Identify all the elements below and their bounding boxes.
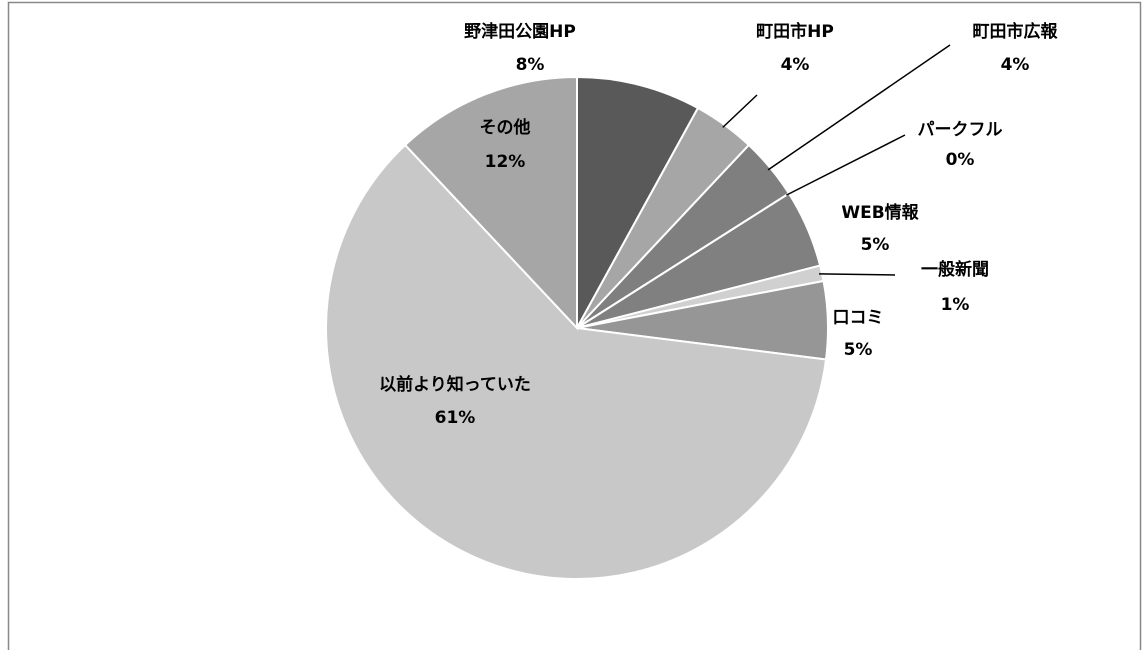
chart-frame [7,1,1142,650]
slice-value-label: 4% [781,55,810,75]
slice-value-label: 5% [844,340,873,360]
slice-label: パークフル [918,120,1003,140]
slice-label: その他 [480,117,531,138]
leader-line [722,94,758,128]
slice-label: WEB情報 [841,202,919,223]
slice-value-label: 5% [861,235,890,255]
slice-label: 町田市広報 [973,21,1059,42]
pie-slice [325,143,828,580]
pie-slice [403,75,578,331]
leader-line [786,134,906,196]
slice-label: 野津田公園HP [464,21,576,42]
slice-value-label: 4% [1001,55,1030,75]
pie-slice [576,75,700,329]
slice-value-label: 1% [941,295,970,315]
slice-value-label: 8% [516,55,545,75]
slice-label: 以前より知っていた [379,374,531,395]
leader-line [767,44,951,171]
slice-label: 一般新聞 [921,259,989,280]
leader-line [819,273,896,276]
slice-value-label: 12% [485,152,526,172]
slice-value-label: 61% [435,408,476,428]
slice-label: 町田市HP [756,21,834,42]
slice-value-label: 0% [946,150,975,170]
slice-label: 口コミ [833,308,884,328]
